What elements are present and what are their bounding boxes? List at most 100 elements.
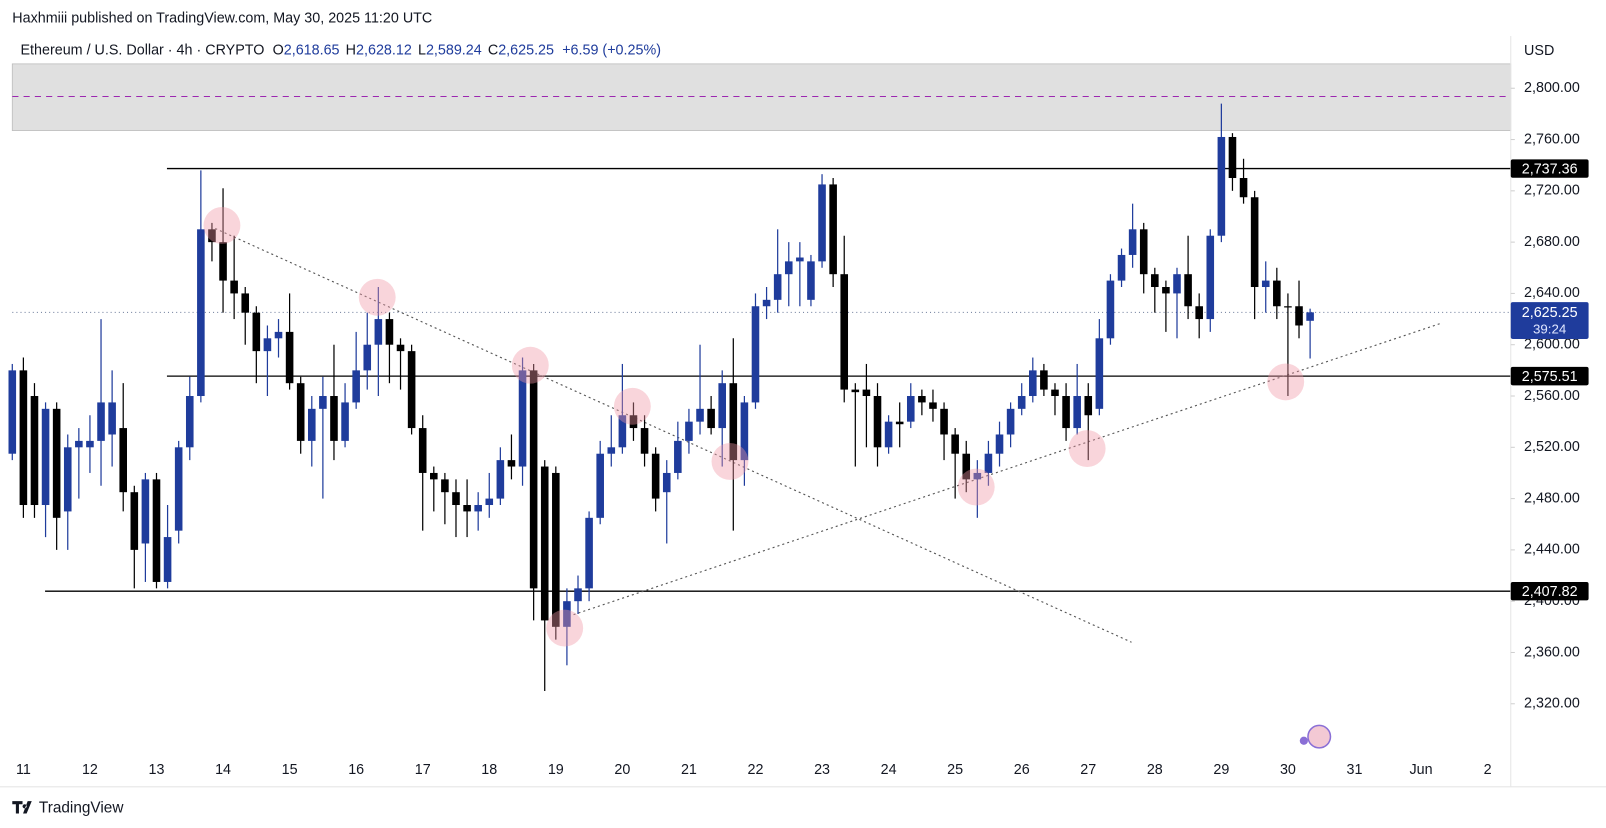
x-tick-label: 14	[215, 762, 231, 778]
candle-body	[241, 293, 250, 313]
candle-body	[319, 396, 327, 409]
x-tick-label: 13	[149, 762, 165, 778]
candle-body	[629, 415, 638, 429]
countdown-label: 39:24	[1533, 321, 1566, 336]
candle-body	[474, 505, 482, 512]
y-tick-label: 2,680.00	[1524, 234, 1580, 250]
x-tick-label: 31	[1347, 762, 1363, 778]
candle-body	[208, 229, 216, 243]
candle-body	[540, 466, 549, 621]
candle-body	[674, 440, 682, 473]
candle-body	[485, 498, 494, 506]
x-tick-label: 17	[415, 762, 431, 778]
candle-body	[662, 472, 671, 493]
y-tick-label: 2,600.00	[1524, 336, 1580, 352]
candle-body	[1184, 274, 1192, 307]
candle-body	[119, 428, 128, 493]
highlight-circle	[613, 387, 651, 425]
candle-body	[197, 229, 205, 397]
candle-body	[141, 479, 150, 544]
candle-body	[108, 402, 116, 435]
y-tick-label: 2,760.00	[1524, 131, 1580, 147]
level-label: 2,575.51	[1522, 369, 1578, 385]
candle-body	[1073, 396, 1081, 429]
candle-body	[618, 415, 627, 448]
candle-body	[430, 472, 438, 480]
candle-body	[784, 261, 793, 275]
candle-body	[1095, 338, 1104, 409]
y-tick-label: 2,440.00	[1524, 542, 1580, 558]
candle-body	[1128, 229, 1137, 255]
candle-body	[840, 274, 849, 390]
candle-body	[274, 331, 283, 339]
candle-body	[30, 396, 39, 506]
y-tick-label: 2,800.00	[1524, 80, 1580, 96]
candle-body	[1273, 280, 1281, 307]
highlight-circle	[957, 468, 995, 506]
candle-body	[651, 453, 660, 499]
logo: TradingView	[12, 799, 124, 816]
x-tick-label: 12	[82, 762, 98, 778]
candle-body	[1040, 370, 1048, 390]
candle-body	[8, 370, 17, 454]
candle-body	[418, 428, 427, 473]
candle-body	[385, 319, 394, 345]
candle-body	[19, 370, 28, 506]
candle-body	[962, 453, 971, 480]
x-tick-label: 19	[548, 762, 564, 778]
x-tick-label: 26	[1014, 762, 1030, 778]
flag-dot	[1299, 736, 1308, 745]
candle-body	[1306, 312, 1314, 321]
x-tick-label: 24	[881, 762, 897, 778]
candle-body	[230, 280, 238, 294]
x-tick-label: 25	[947, 762, 963, 778]
candle-body	[1151, 274, 1159, 288]
ohlc-key: C	[488, 42, 498, 58]
highlight-circle	[1068, 430, 1106, 468]
highlight-circle	[546, 609, 584, 647]
candle-body	[740, 402, 749, 461]
candle-body	[341, 402, 349, 441]
ohlc-key: O	[273, 42, 284, 58]
candle-body	[818, 184, 826, 262]
candle-body	[97, 402, 105, 441]
candle-body	[518, 370, 527, 467]
candle-body	[984, 453, 993, 473]
candle-body	[152, 479, 161, 582]
publish-header: Haxhmiii published on TradingView.com, M…	[12, 10, 432, 26]
candle-body	[1062, 396, 1070, 429]
candle-body	[607, 447, 616, 454]
trendline	[215, 228, 1132, 643]
x-tick-label: Jun	[1409, 762, 1432, 778]
y-tick-label: 2,480.00	[1524, 490, 1580, 506]
candle-body	[563, 601, 571, 627]
symbol-title: Ethereum / U.S. Dollar · 4h · CRYPTO	[20, 42, 264, 58]
candle-body	[929, 402, 937, 409]
candle-body	[851, 389, 860, 393]
plot-layer	[11, 63, 1512, 592]
level-label: 2,407.82	[1522, 584, 1578, 600]
highlight-circle	[711, 442, 749, 480]
ohlc-value: 2,618.65	[284, 42, 340, 58]
candle-body	[1239, 178, 1248, 198]
candle-body	[918, 396, 926, 403]
candle-body	[1195, 306, 1203, 320]
x-tick-label: 16	[348, 762, 364, 778]
y-tick-label: 2,520.00	[1524, 439, 1580, 455]
candle-body	[352, 370, 360, 403]
resistance-zone	[11, 63, 1512, 131]
candle-body	[330, 396, 338, 441]
candle-body	[873, 396, 882, 448]
candle-body	[1084, 396, 1093, 416]
y-tick-label: 2,320.00	[1524, 696, 1580, 712]
candle-body	[452, 492, 460, 506]
candle-body	[762, 299, 771, 307]
candle-body	[596, 453, 604, 518]
candle-body	[906, 396, 915, 422]
candle-body	[252, 312, 261, 352]
candle-body	[796, 257, 804, 262]
candle-body	[1173, 274, 1181, 294]
last-price-label: 2,625.25	[1522, 305, 1578, 321]
